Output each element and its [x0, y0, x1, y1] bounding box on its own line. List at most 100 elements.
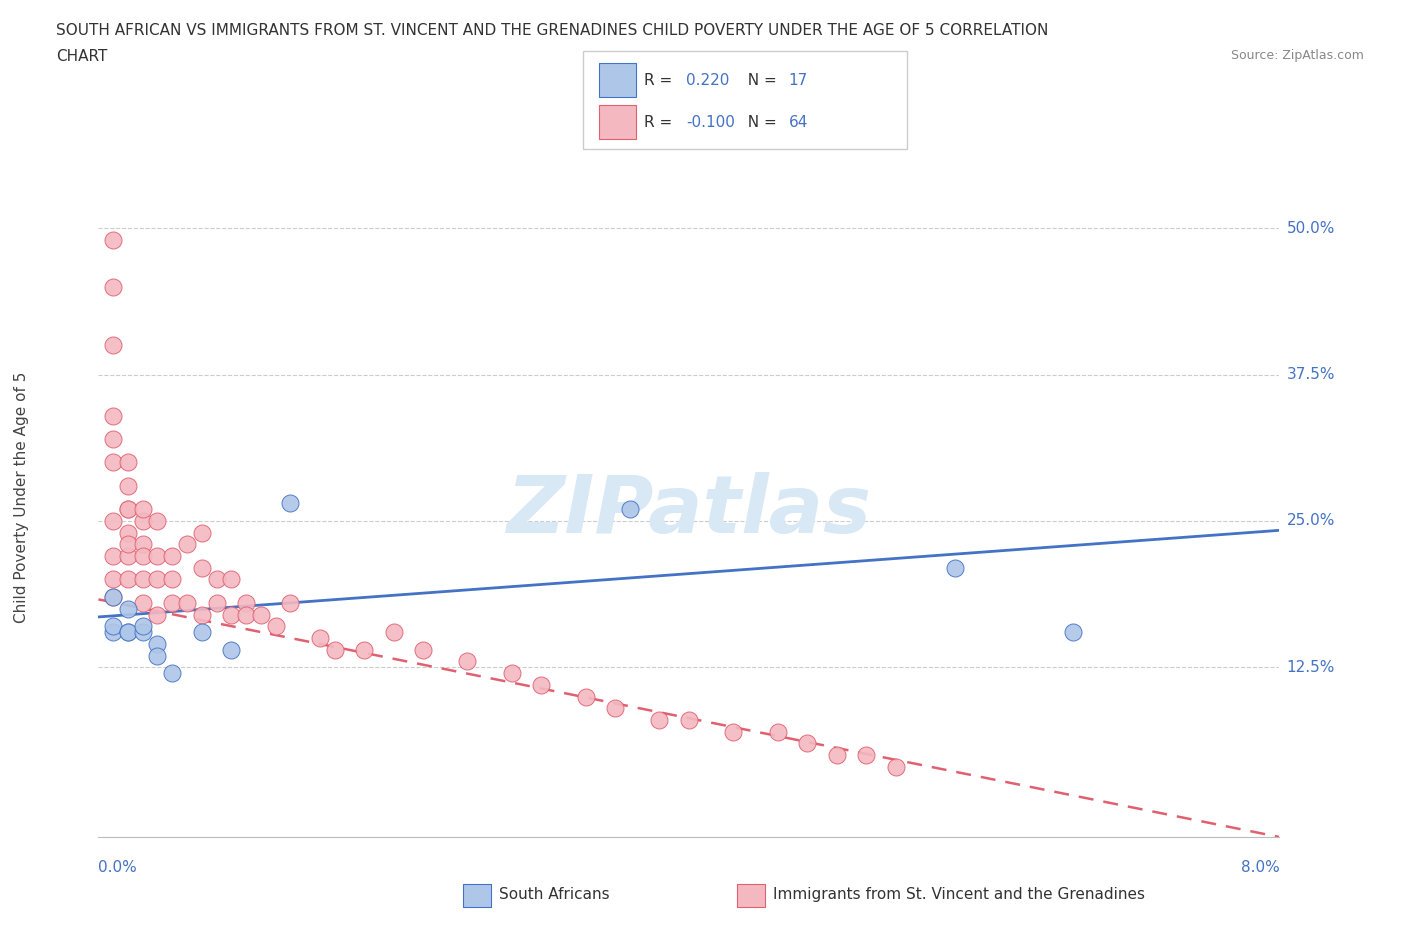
Point — [103, 408, 124, 423]
Text: CHART: CHART — [56, 49, 108, 64]
Point — [162, 595, 183, 610]
Point — [132, 618, 155, 633]
Point — [103, 513, 124, 528]
Point — [191, 607, 214, 622]
Text: 50.0%: 50.0% — [1286, 220, 1334, 236]
Point — [219, 607, 242, 622]
Point — [721, 724, 744, 739]
Point — [117, 455, 139, 470]
Point — [103, 625, 124, 640]
Point — [278, 496, 301, 511]
Point — [530, 677, 553, 692]
Point — [619, 502, 641, 517]
Point — [146, 572, 169, 587]
Point — [278, 595, 301, 610]
Point — [103, 572, 124, 587]
Text: 17: 17 — [789, 73, 808, 88]
Point — [103, 455, 124, 470]
Point — [103, 590, 124, 604]
Point — [103, 590, 124, 604]
Point — [855, 748, 877, 763]
Text: R =: R = — [644, 114, 678, 129]
Text: 0.0%: 0.0% — [98, 860, 138, 875]
Point — [943, 561, 966, 576]
Point — [103, 279, 124, 294]
Point — [146, 648, 169, 663]
Point — [501, 666, 523, 681]
Point — [117, 525, 139, 540]
Point — [191, 525, 214, 540]
Point — [117, 478, 139, 493]
Point — [132, 572, 155, 587]
Point — [117, 502, 139, 517]
Text: 8.0%: 8.0% — [1240, 860, 1279, 875]
Point — [117, 502, 139, 517]
Point — [117, 537, 139, 551]
Point — [323, 643, 346, 658]
Text: Source: ZipAtlas.com: Source: ZipAtlas.com — [1230, 49, 1364, 62]
Point — [796, 736, 818, 751]
Point — [117, 549, 139, 564]
Point — [146, 513, 169, 528]
Point — [132, 502, 155, 517]
Point — [132, 595, 155, 610]
Text: N =: N = — [738, 114, 782, 129]
Text: N =: N = — [738, 73, 782, 88]
Text: Child Poverty Under the Age of 5: Child Poverty Under the Age of 5 — [14, 372, 28, 623]
Point — [132, 549, 155, 564]
Point — [146, 549, 169, 564]
Text: 25.0%: 25.0% — [1286, 513, 1334, 528]
Point — [117, 625, 139, 640]
Point — [146, 636, 169, 651]
Point — [678, 712, 700, 727]
Text: -0.100: -0.100 — [686, 114, 735, 129]
Point — [191, 561, 214, 576]
Point — [825, 748, 848, 763]
Point — [884, 759, 907, 774]
Point — [235, 595, 257, 610]
Text: ZIPatlas: ZIPatlas — [506, 472, 872, 551]
Point — [605, 701, 627, 716]
Point — [162, 572, 183, 587]
Point — [648, 712, 671, 727]
Point — [191, 625, 214, 640]
Point — [205, 595, 228, 610]
Point — [103, 432, 124, 446]
Point — [132, 537, 155, 551]
Point — [103, 232, 124, 247]
Point — [132, 513, 155, 528]
Point — [219, 643, 242, 658]
Text: 12.5%: 12.5% — [1286, 659, 1334, 675]
Point — [132, 625, 155, 640]
Text: 37.5%: 37.5% — [1286, 367, 1334, 382]
Point — [176, 595, 198, 610]
Point — [146, 607, 169, 622]
Point — [574, 689, 596, 704]
Point — [308, 631, 332, 645]
Point — [264, 618, 287, 633]
Point — [162, 666, 183, 681]
Point — [353, 643, 375, 658]
Point — [412, 643, 434, 658]
Point — [117, 625, 139, 640]
Point — [235, 607, 257, 622]
Point — [219, 572, 242, 587]
Point — [766, 724, 789, 739]
Point — [456, 654, 478, 669]
Point — [1062, 625, 1084, 640]
Point — [103, 618, 124, 633]
Point — [205, 572, 228, 587]
Text: Immigrants from St. Vincent and the Grenadines: Immigrants from St. Vincent and the Gren… — [773, 887, 1146, 902]
Point — [176, 537, 198, 551]
Point — [117, 602, 139, 617]
Point — [162, 549, 183, 564]
Text: 0.220: 0.220 — [686, 73, 730, 88]
Text: 64: 64 — [789, 114, 808, 129]
Point — [117, 572, 139, 587]
Point — [103, 549, 124, 564]
Point — [250, 607, 273, 622]
Text: SOUTH AFRICAN VS IMMIGRANTS FROM ST. VINCENT AND THE GRENADINES CHILD POVERTY UN: SOUTH AFRICAN VS IMMIGRANTS FROM ST. VIN… — [56, 23, 1049, 38]
Point — [382, 625, 405, 640]
Text: South Africans: South Africans — [499, 887, 610, 902]
Text: R =: R = — [644, 73, 678, 88]
